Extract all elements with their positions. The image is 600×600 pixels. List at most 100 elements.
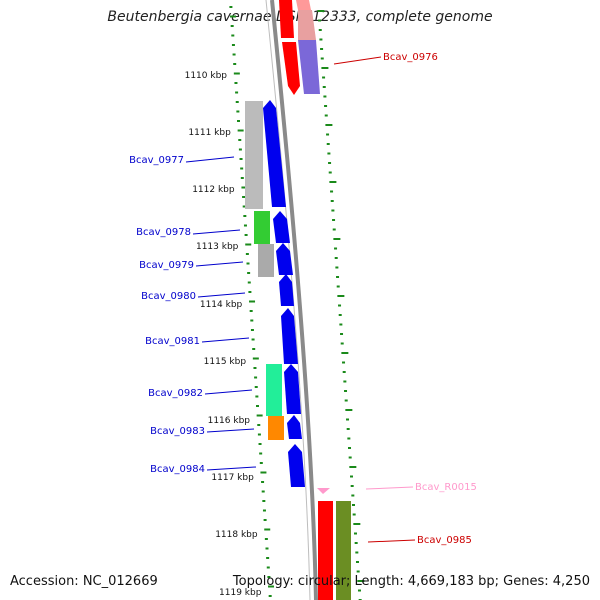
- tick-dot: [261, 481, 265, 483]
- tick-dot: [324, 105, 328, 107]
- tick-dot: [345, 409, 353, 411]
- gene-arrow-bcav-0976-red[interactable]: [282, 42, 300, 95]
- gene-arrow-bcav-0984[interactable]: [288, 444, 305, 487]
- cog-block-grey-0977: [245, 101, 263, 209]
- gene-arrow-outer-partial-light[interactable]: [296, 0, 311, 10]
- gene-arrow-bcav-0982[interactable]: [284, 364, 301, 414]
- inner-tick-ring: [229, 6, 275, 597]
- gene-marker-bcav-r0015[interactable]: [317, 488, 330, 494]
- gene-label-bcav-0982[interactable]: Bcav_0982: [148, 388, 203, 399]
- tick-dot: [322, 86, 326, 88]
- tick-dot: [240, 167, 244, 170]
- tick-dot: [323, 95, 327, 98]
- tick-dot: [264, 538, 268, 540]
- gene-label-bcav-0981[interactable]: Bcav_0981: [145, 336, 200, 347]
- tick-dot: [250, 329, 254, 331]
- tick-dot: [260, 471, 267, 474]
- tick-dot: [252, 357, 259, 360]
- kbp-tick-label: 1110 kbp: [185, 71, 228, 81]
- tick-dot: [329, 181, 337, 183]
- gene-arrow-bcav-0976-cog-top[interactable]: [298, 10, 316, 40]
- tick-dot: [242, 205, 246, 208]
- gene-arrow-bcav-0983[interactable]: [287, 415, 302, 439]
- tick-dot: [247, 281, 251, 284]
- tick-dot: [354, 542, 358, 544]
- tick-dot: [357, 589, 361, 592]
- tick-dot: [344, 390, 348, 392]
- tick-dot: [320, 57, 324, 60]
- tick-dot: [326, 143, 330, 145]
- tick-dot: [265, 547, 269, 550]
- tick-dot: [356, 570, 360, 573]
- tick-dot: [338, 304, 342, 307]
- tick-dot: [240, 177, 244, 179]
- tick-dot: [327, 152, 331, 155]
- kbp-tick-label: 1112 kbp: [192, 185, 235, 195]
- tick-dot: [239, 158, 243, 160]
- tick-dot: [335, 266, 339, 269]
- tick-dot: [328, 171, 332, 174]
- tick-dot: [342, 361, 346, 364]
- tick-dot: [244, 234, 248, 236]
- tick-dot: [252, 348, 256, 350]
- tick-dot: [249, 300, 256, 303]
- gene-label-bcav-0976[interactable]: Bcav_0976: [383, 52, 438, 63]
- gene-label-bcav-0983[interactable]: Bcav_0983: [150, 426, 205, 437]
- gene-arrow-bcav-0985[interactable]: [318, 501, 333, 600]
- gene-label-bcav-0979[interactable]: Bcav_0979: [139, 260, 194, 271]
- tick-dot: [236, 110, 240, 113]
- tick-dot: [355, 551, 359, 554]
- tick-dot: [342, 371, 346, 373]
- gene-arrow-bcav-0977[interactable]: [263, 100, 286, 207]
- gene-label-bcav-0978[interactable]: Bcav_0978: [136, 227, 191, 238]
- tick-dot: [254, 376, 258, 379]
- kbp-tick-label: 1115 kbp: [204, 357, 247, 367]
- gene-label-bcav-0985[interactable]: Bcav_0985: [417, 535, 472, 546]
- tick-dot: [233, 72, 240, 75]
- tick-dot: [266, 557, 270, 559]
- gene-label-bcav-0977[interactable]: Bcav_0977: [129, 155, 184, 166]
- tick-dot: [321, 67, 329, 69]
- tick-dot: [241, 186, 248, 189]
- gene-label-bcav-r0015[interactable]: Bcav_R0015: [415, 482, 477, 493]
- tick-dot: [350, 475, 354, 478]
- tick-dot: [318, 19, 322, 22]
- tick-dot: [238, 148, 242, 151]
- tick-dot: [318, 29, 322, 31]
- tick-dot: [263, 519, 267, 521]
- tick-dot: [346, 418, 350, 421]
- leader-line-bcav-r0015: [365, 486, 414, 490]
- cog-block-olive-0985: [336, 501, 351, 600]
- tick-dot: [249, 310, 253, 312]
- tick-dot: [341, 352, 349, 354]
- tick-dot: [266, 566, 270, 569]
- tick-dot: [347, 437, 351, 440]
- tick-dot: [344, 399, 348, 402]
- tick-dot: [253, 367, 257, 369]
- kbp-tick-label: 1114 kbp: [200, 300, 243, 310]
- tick-dot: [238, 139, 242, 141]
- tick-dot: [234, 82, 238, 84]
- accession-label: Accession: NC_012669: [10, 574, 158, 589]
- gene-arrow-bcav-0979[interactable]: [276, 243, 293, 275]
- leader-line-bcav-0985: [367, 539, 416, 543]
- gene-arrow-bcav-0980[interactable]: [279, 274, 294, 306]
- gene-label-bcav-0984[interactable]: Bcav_0984: [150, 464, 205, 475]
- tick-dot: [340, 333, 344, 335]
- tick-dot: [235, 91, 239, 94]
- tick-dot: [355, 561, 359, 563]
- gene-arrow-bcav-0978[interactable]: [273, 211, 290, 243]
- leader-line-bcav-0984: [206, 466, 257, 471]
- gene-label-bcav-0980[interactable]: Bcav_0980: [141, 291, 196, 302]
- tick-dot: [333, 238, 341, 240]
- gene-arrow-outer-partial[interactable]: [279, 0, 294, 38]
- tick-dot: [233, 63, 237, 65]
- gene-arrow-bcav-0981[interactable]: [281, 308, 298, 364]
- leader-line-bcav-0977: [185, 156, 235, 163]
- tick-dot: [338, 314, 342, 316]
- kbp-tick-label: 1113 kbp: [196, 242, 239, 252]
- gene-arrow-bcav-0976-cog[interactable]: [298, 40, 320, 94]
- tick-dot: [343, 380, 347, 383]
- tick-dot: [243, 215, 247, 217]
